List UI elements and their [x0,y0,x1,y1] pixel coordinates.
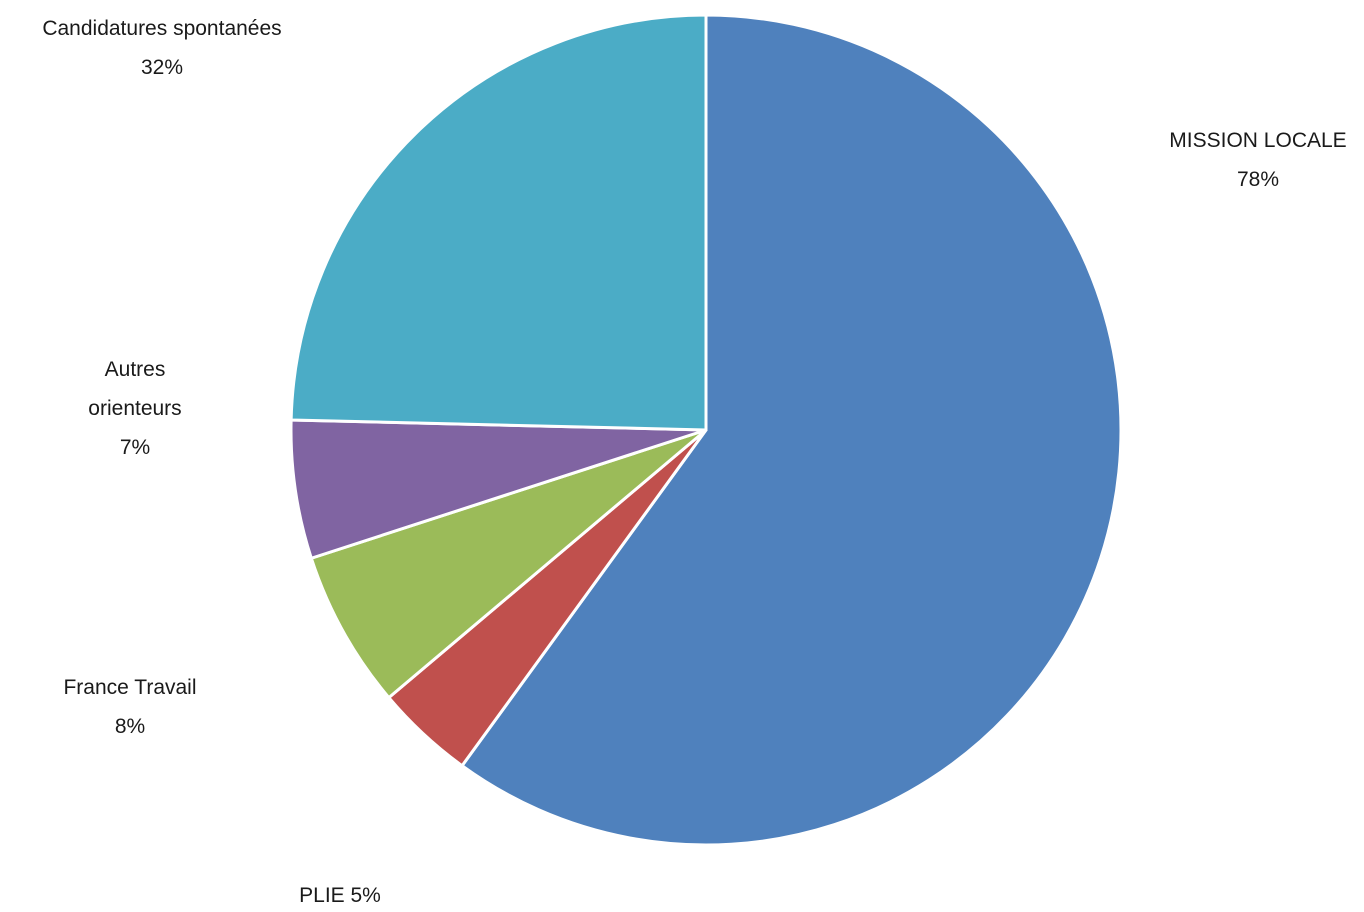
data-label-line: MISSION LOCALE [1169,129,1346,152]
data-label-line: 8% [115,715,145,738]
data-label-line: orienteurs [88,397,181,420]
data-label-line: 78% [1237,168,1279,191]
pie-slice-mission-locale [460,13,1123,847]
pie-slice-france-travail [309,428,708,700]
data-label-mission-locale: MISSION LOCALE 78% [1169,129,1346,191]
data-label-line: PLIE 5% [299,884,381,907]
data-label-autres-orienteurs: Autres orienteurs 7% [88,358,181,459]
data-label-line: Autres [105,358,166,381]
data-label-line: 7% [120,436,150,459]
data-label-france-travail: France Travail 8% [63,676,196,738]
pie-slice-autres-orienteurs [289,418,708,560]
pie-slices [289,13,1123,847]
data-label-line: 32% [141,56,183,79]
data-label-plie: PLIE 5% [299,884,381,907]
data-label-line: France Travail [63,676,196,699]
data-label-line: Candidatures spontanées [42,17,281,40]
data-label-candidatures-spontanees: Candidatures spontanées 32% [42,17,281,79]
pie-slice-candidatures-spontanees [289,13,708,432]
pie-labels: MISSION LOCALE 78% PLIE 5% France Travail 8%… [42,17,1346,907]
